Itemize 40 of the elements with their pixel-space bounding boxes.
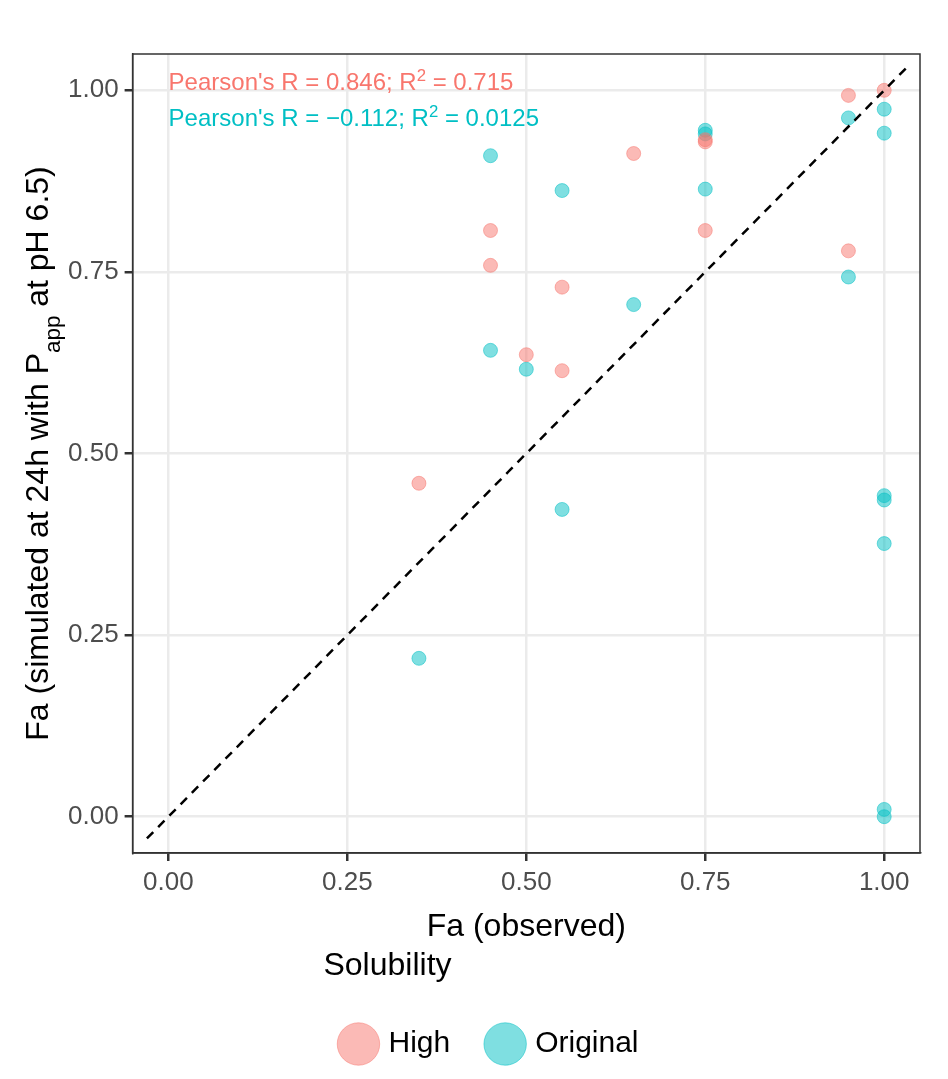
- x-tick-label: 0.25: [322, 865, 373, 896]
- legend-label: High: [388, 1025, 451, 1059]
- x-tick-label: 0.50: [501, 865, 552, 896]
- point: [518, 347, 534, 363]
- y-tick-label: 1.00: [67, 73, 119, 104]
- point: [483, 223, 499, 239]
- point: [840, 243, 856, 259]
- point: [840, 110, 856, 126]
- point: [554, 363, 570, 379]
- point: [411, 650, 427, 666]
- point: [876, 101, 892, 117]
- point: [554, 501, 570, 517]
- x-tick-label: 0.75: [679, 865, 731, 896]
- point: [626, 297, 642, 313]
- x-axis-title: Fa (observed): [426, 907, 626, 944]
- point: [483, 342, 499, 358]
- point: [554, 279, 570, 295]
- point: [876, 809, 892, 825]
- y-axis-title: Fa (simulated at 24h with Papp at pH 6.5): [19, 166, 66, 741]
- point: [876, 125, 892, 141]
- y-tick-label: 0.25: [67, 618, 119, 649]
- point: [697, 181, 713, 197]
- x-tick-label: 1.00: [858, 865, 910, 896]
- point: [411, 475, 427, 491]
- x-tick-label: 0.00: [143, 865, 194, 896]
- point: [840, 87, 856, 103]
- point: [840, 269, 856, 285]
- y-tick-label: 0.00: [67, 799, 119, 830]
- y-tick-label: 0.50: [67, 436, 119, 467]
- point: [876, 536, 892, 552]
- legend-label: Original: [535, 1025, 639, 1059]
- point: [876, 492, 892, 508]
- y-tick-label: 0.75: [67, 255, 119, 286]
- point: [518, 361, 534, 377]
- point: [483, 257, 499, 273]
- legend-title: Solubility: [323, 946, 452, 983]
- point: [697, 223, 713, 239]
- point: [626, 146, 642, 162]
- point: [483, 148, 499, 164]
- point: [554, 183, 570, 199]
